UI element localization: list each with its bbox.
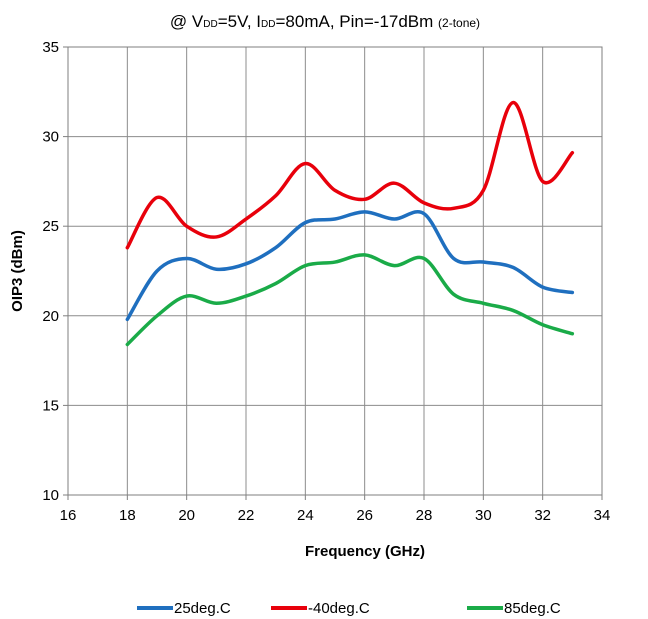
series-line-85deg-c — [125, 253, 575, 347]
x-tick-label: 18 — [119, 507, 136, 524]
y-tick-label: 15 — [42, 397, 59, 414]
chart-title: @ VDD=5V, IDD=80mA, Pin=-17dBm (2-tone) — [170, 12, 480, 31]
y-tick-label: 10 — [42, 487, 59, 504]
series-line--40deg-c — [125, 100, 575, 250]
legend: 25deg.C -40deg.C 85deg.C — [137, 600, 561, 617]
plot-area-border — [67, 46, 603, 496]
x-tick-label: 34 — [594, 507, 611, 524]
x-axis-title: Frequency (GHz) — [305, 543, 425, 560]
x-tick-label: 22 — [238, 507, 255, 524]
x-tick-label: 28 — [416, 507, 433, 524]
x-tick-label: 32 — [534, 507, 551, 524]
tick-labels: 16 18 20 22 24 26 28 30 32 34 10 15 20 25 30 35 — [42, 39, 610, 524]
x-tick-label: 30 — [475, 507, 492, 524]
y-tick-label: 30 — [42, 129, 59, 146]
data-series — [125, 100, 575, 347]
legend-label: 25deg.C — [174, 600, 231, 617]
y-tick-label: 35 — [42, 39, 59, 56]
y-tick-label: 25 — [42, 218, 59, 235]
y-axis-title: OIP3 (dBm) — [9, 230, 26, 312]
x-tick-label: 16 — [60, 507, 77, 524]
legend-label: -40deg.C — [308, 600, 370, 617]
x-tick-label: 20 — [178, 507, 195, 524]
x-tick-label: 24 — [297, 507, 314, 524]
y-tick-label: 20 — [42, 308, 59, 325]
x-tick-label: 26 — [356, 507, 373, 524]
legend-label: 85deg.C — [504, 600, 561, 617]
series-line-25deg-c — [125, 210, 575, 322]
